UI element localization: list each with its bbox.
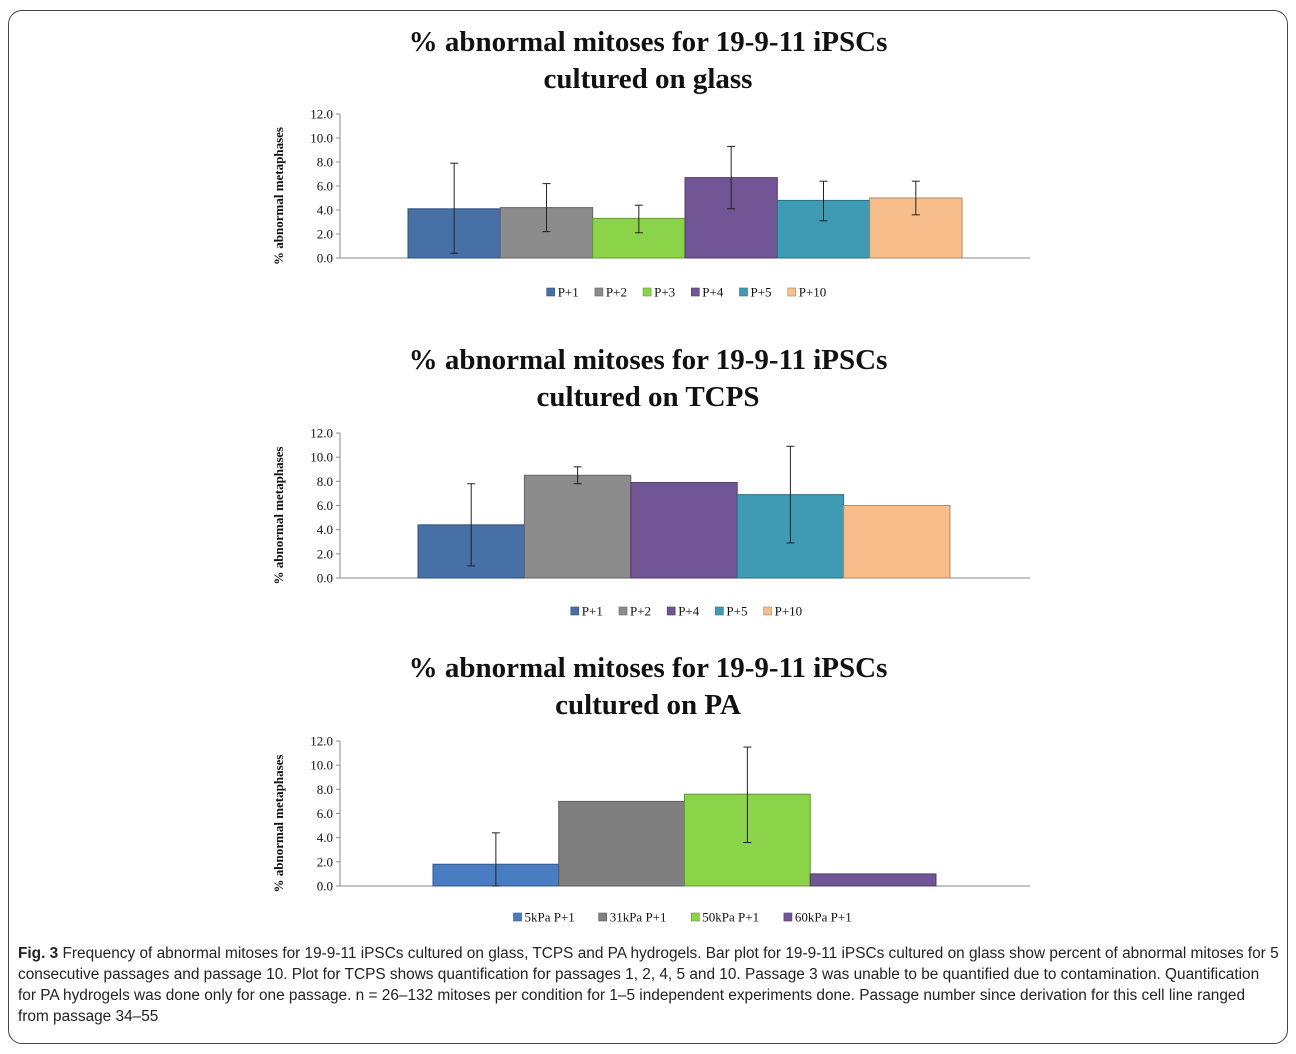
y-tick-label: 12.0: [310, 426, 333, 441]
legend: 5kPa P+1 31kPa P+1 50kPa P+1 60kPa P+1: [513, 910, 852, 925]
y-tick-label: 12.0: [310, 107, 333, 122]
y-tick-label: 4.0: [317, 203, 333, 218]
chart-title-line-1: % abnormal mitoses for 19-9-11 iPSCs: [408, 26, 888, 58]
legend-label: P+1: [582, 604, 603, 619]
legend-label: P+4: [678, 604, 700, 619]
y-tick-label: 8.0: [317, 155, 333, 170]
legend-label: P+2: [606, 285, 627, 300]
bar: [630, 482, 738, 579]
y-tick-label: 0.0: [317, 251, 333, 266]
legend-swatch: [513, 912, 522, 922]
legend-swatch: [570, 606, 580, 616]
y-tick-label: 0.0: [317, 571, 333, 586]
legend-label: 5kPa P+1: [525, 910, 575, 925]
y-tick-label: 4.0: [317, 830, 333, 845]
legend-label: P+5: [726, 604, 747, 619]
y-tick-label: 10.0: [310, 450, 333, 465]
chart-title-line-2: cultured on PA: [555, 689, 741, 721]
legend-label: P+2: [630, 604, 651, 619]
y-tick-label: 2.0: [317, 854, 333, 869]
legend-swatch: [739, 287, 748, 297]
chart-title-pa: % abnormal mitoses for 19-9-11 iPSCs cul…: [0, 650, 1296, 724]
legend-swatch: [763, 606, 772, 616]
legend-label: 31kPa P+1: [610, 910, 667, 925]
bar-chart-tcps: 0.0 2.0 4.0 6.0 8.0 10.0 12.0 % abnormal metaph…: [271, 426, 1030, 619]
y-tick-label: 6.0: [317, 179, 333, 194]
chart-title-line-2: cultured on glass: [543, 63, 753, 95]
legend-swatch: [594, 287, 604, 297]
legend-swatch: [690, 912, 700, 922]
y-tick-label: 10.0: [310, 758, 333, 773]
y-tick-label: 6.0: [317, 498, 333, 513]
legend-swatch: [642, 287, 652, 297]
legend-label: P+10: [799, 285, 827, 300]
chart-title-line-1: % abnormal mitoses for 19-9-11 iPSCs: [408, 652, 888, 684]
legend-label: P+3: [654, 285, 675, 300]
y-axis-label: % abnormal metaphases: [271, 755, 286, 893]
bar: [869, 197, 963, 259]
legend-label: P+10: [775, 604, 803, 619]
y-tick-label: 12.0: [310, 734, 333, 749]
y-tick-label: 0.0: [317, 879, 333, 894]
y-tick-label: 2.0: [317, 227, 333, 242]
y-axis-label: % abnormal metaphases: [271, 447, 286, 585]
y-tick-label: 10.0: [310, 131, 333, 146]
caption-text: Frequency of abnormal mitoses for 19-9-1…: [18, 945, 1279, 1025]
bar: [523, 474, 632, 579]
legend-swatch: [598, 912, 608, 922]
chart-title-glass: % abnormal mitoses for 19-9-11 iPSCs cul…: [0, 24, 1296, 98]
legend-swatch: [666, 606, 676, 616]
y-tick-label: 8.0: [317, 782, 333, 797]
legend-swatch: [783, 912, 793, 922]
legend-swatch: [690, 287, 700, 297]
bar-chart-pa: 0.0 2.0 4.0 6.0 8.0 10.0 12.0 % abnormal metaph…: [271, 734, 1030, 925]
y-tick-label: 8.0: [317, 474, 333, 489]
chart-title-line-1: % abnormal mitoses for 19-9-11 iPSCs: [408, 344, 888, 376]
legend-label: 60kPa P+1: [795, 910, 852, 925]
legend-label: P+1: [558, 285, 579, 300]
legend-swatch: [787, 287, 797, 297]
legend-label: P+4: [702, 285, 724, 300]
legend-swatch: [715, 606, 724, 616]
legend-swatch: [618, 606, 628, 616]
chart-title-line-2: cultured on TCPS: [536, 381, 760, 413]
legend: P+1 P+2 P+3 P+4 P+5 P+10: [546, 285, 827, 300]
y-tick-label: 2.0: [317, 546, 333, 561]
bar: [558, 800, 685, 887]
bar: [843, 505, 951, 579]
caption-label: Fig. 3: [18, 945, 59, 962]
y-axis-label: % abnormal metaphases: [271, 127, 286, 265]
legend-label: 50kPa P+1: [702, 910, 759, 925]
legend-label: P+5: [751, 285, 772, 300]
legend-swatch: [546, 287, 556, 297]
y-tick-label: 6.0: [317, 806, 333, 821]
legend: P+1 P+2 P+4 P+5 P+10: [570, 604, 803, 619]
chart-title-tcps: % abnormal mitoses for 19-9-11 iPSCs cul…: [0, 342, 1296, 416]
figure-caption: Fig. 3 Frequency of abnormal mitoses for…: [18, 943, 1280, 1027]
y-tick-label: 4.0: [317, 522, 333, 537]
bar: [809, 873, 937, 887]
bar-chart-glass: 0.0 2.0 4.0 6.0 8.0 10.0 12.0 % abnormal metaph…: [271, 107, 1030, 300]
